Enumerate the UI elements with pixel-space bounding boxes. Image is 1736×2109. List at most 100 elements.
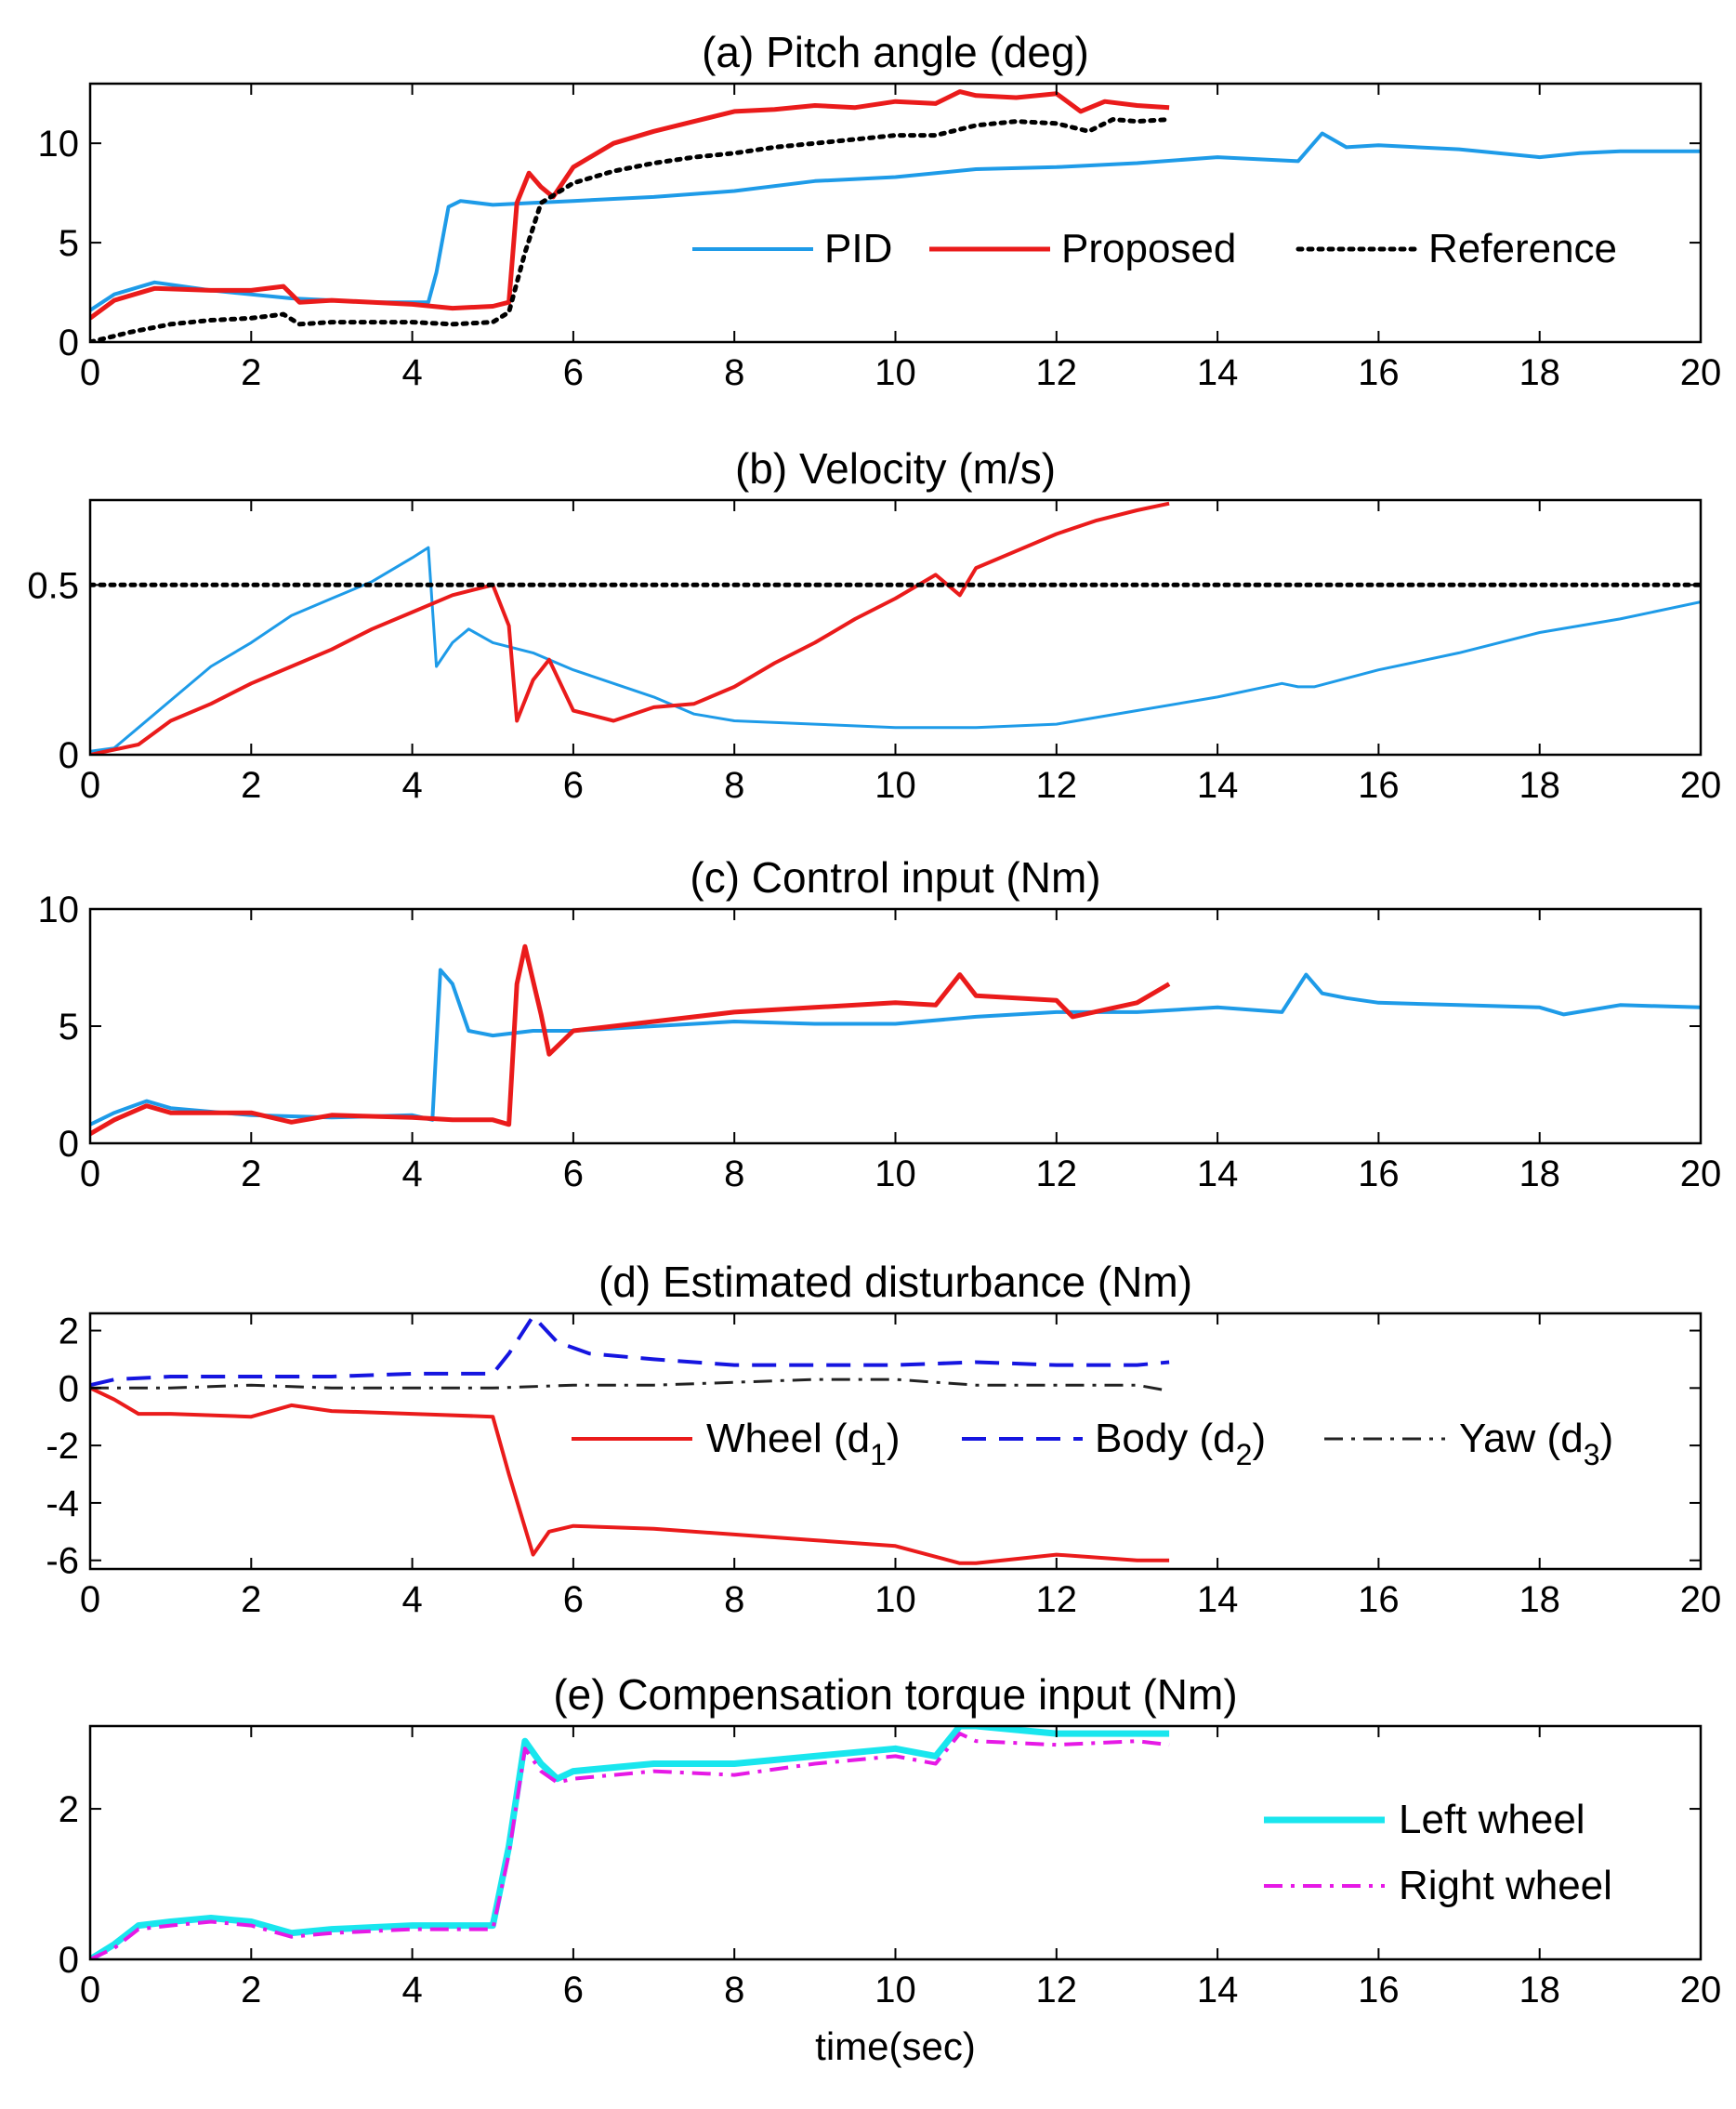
y-tick-label: 0 bbox=[59, 1368, 79, 1409]
x-tick-label: 12 bbox=[1036, 1579, 1078, 1620]
panel-e: (e) Compensation torque input (Nm) 0 2 4 6 8 1… bbox=[59, 1670, 1722, 2068]
x-tick-label: 16 bbox=[1358, 1970, 1400, 2010]
legend-label: Body (d2) bbox=[1095, 1416, 1266, 1471]
series-line-pid bbox=[90, 131, 1701, 312]
x-tick-label: 14 bbox=[1197, 1153, 1239, 1194]
x-tick-label: 4 bbox=[401, 1579, 422, 1620]
x-tick-label: 14 bbox=[1197, 352, 1239, 393]
x-tick-label: 8 bbox=[724, 352, 744, 393]
legend: Left wheel Right wheel bbox=[1264, 1797, 1612, 1908]
x-tick-label: 14 bbox=[1197, 765, 1239, 806]
series-line-wheel-d1 bbox=[90, 1386, 1170, 1565]
y-tick-label: 5 bbox=[59, 1007, 79, 1048]
x-tick-label: 0 bbox=[80, 352, 100, 393]
y-tick-label: -6 bbox=[46, 1541, 79, 1582]
x-tick-label: 0 bbox=[80, 1153, 100, 1194]
legend-label: Wheel (d1) bbox=[706, 1416, 901, 1471]
x-tick-label: 14 bbox=[1197, 1579, 1239, 1620]
y-tick-label: 0 bbox=[59, 735, 79, 776]
panel-d: (d) Estimated disturbance (Nm) 0 2 4 6 8 10 12 1… bbox=[46, 1258, 1721, 1620]
panel-title: (d) Estimated disturbance (Nm) bbox=[598, 1258, 1192, 1306]
series-group bbox=[90, 501, 1701, 755]
series-line-pid bbox=[90, 546, 1701, 753]
series-line-pid bbox=[90, 968, 1701, 1127]
x-tick-label: 0 bbox=[80, 765, 100, 806]
series-line-proposed bbox=[90, 501, 1170, 755]
series-line-proposed bbox=[90, 943, 1171, 1137]
x-tick-label: 10 bbox=[875, 765, 916, 806]
x-tick-label: 16 bbox=[1358, 1153, 1400, 1194]
series-group bbox=[90, 1726, 1170, 1959]
x-tick-label: 16 bbox=[1358, 765, 1400, 806]
legend: PID Proposed Reference bbox=[692, 226, 1617, 271]
x-tick-label: 10 bbox=[875, 1970, 916, 2010]
series-line-body-d2 bbox=[90, 1314, 1170, 1388]
panel-title: (b) Velocity (m/s) bbox=[735, 444, 1056, 493]
x-tick-label: 10 bbox=[875, 1153, 916, 1194]
x-tick-label: 20 bbox=[1680, 1970, 1722, 2010]
x-tick-label: 2 bbox=[241, 352, 261, 393]
x-tick-label: 2 bbox=[241, 1970, 261, 2010]
series-line-yaw-d3 bbox=[90, 1377, 1170, 1392]
x-tick-label: 8 bbox=[724, 1579, 744, 1620]
x-tick-label: 18 bbox=[1519, 1970, 1560, 2010]
x-tick-label: 6 bbox=[563, 352, 584, 393]
x-tick-label: 4 bbox=[401, 765, 422, 806]
x-tick-label: 6 bbox=[563, 1970, 584, 2010]
legend-label: Left wheel bbox=[1399, 1797, 1585, 1842]
y-tick-label: 0 bbox=[59, 1940, 79, 1981]
x-tick-label: 0 bbox=[80, 1579, 100, 1620]
panel-b: (b) Velocity (m/s) 0 2 4 6 8 10 12 14 16 18 20 0 0.5 bbox=[27, 444, 1721, 806]
x-axis-label: time(sec) bbox=[815, 2024, 976, 2068]
y-tick-label: -4 bbox=[46, 1483, 79, 1524]
y-tick-label: 2 bbox=[59, 1312, 79, 1352]
panel-a: (a) Pitch angle (deg) 0 2 4 6 8 10 12 14 16 18 20 0 5… bbox=[38, 28, 1722, 393]
y-tick-label: 2 bbox=[59, 1789, 79, 1830]
x-tick-label: 12 bbox=[1036, 1153, 1078, 1194]
x-tick-label: 10 bbox=[875, 1579, 916, 1620]
legend-label: Reference bbox=[1428, 226, 1617, 271]
x-tick-label: 18 bbox=[1519, 765, 1560, 806]
legend: Wheel (d1) Body (d2) Yaw (d3) bbox=[572, 1416, 1613, 1471]
x-tick-label: 16 bbox=[1358, 352, 1400, 393]
x-tick-label: 4 bbox=[401, 1153, 422, 1194]
x-tick-label: 12 bbox=[1036, 1970, 1078, 2010]
x-tick-label: 10 bbox=[875, 352, 916, 393]
x-tick-label: 2 bbox=[241, 765, 261, 806]
legend-label: PID bbox=[824, 226, 892, 271]
x-tick-label: 12 bbox=[1036, 765, 1078, 806]
x-tick-label: 6 bbox=[563, 765, 584, 806]
axes-box bbox=[88, 82, 1703, 344]
x-tick-label: 4 bbox=[401, 1970, 422, 2010]
x-tick-label: 18 bbox=[1519, 1153, 1560, 1194]
x-tick-label: 6 bbox=[563, 1579, 584, 1620]
axes-box bbox=[88, 498, 1703, 757]
x-tick-label: 18 bbox=[1519, 352, 1560, 393]
x-tick-label: 4 bbox=[401, 352, 422, 393]
series-line-left-wheel bbox=[90, 1726, 1170, 1959]
series-line-proposed bbox=[90, 89, 1170, 321]
series-group bbox=[90, 943, 1701, 1137]
x-tick-label: 18 bbox=[1519, 1579, 1560, 1620]
x-tick-label: 2 bbox=[241, 1579, 261, 1620]
x-tick-label: 0 bbox=[80, 1970, 100, 2010]
y-tick-label: 0 bbox=[59, 323, 79, 363]
y-tick-label: 0 bbox=[59, 1124, 79, 1165]
legend-label: Proposed bbox=[1061, 226, 1236, 271]
panel-c: (c) Control input (Nm) 0 2 4 6 8 10 12 14 16 18 20 0… bbox=[38, 853, 1722, 1194]
series-line-reference bbox=[90, 117, 1172, 342]
series-group bbox=[90, 89, 1701, 342]
legend-label: Right wheel bbox=[1399, 1863, 1612, 1908]
y-tick-label: 5 bbox=[59, 223, 79, 264]
y-tick-label: 0.5 bbox=[27, 565, 79, 606]
y-tick-label: 10 bbox=[38, 124, 80, 165]
panel-title: (c) Control input (Nm) bbox=[690, 853, 1100, 902]
x-tick-label: 14 bbox=[1197, 1970, 1239, 2010]
x-tick-label: 20 bbox=[1680, 765, 1722, 806]
y-tick-label: -2 bbox=[46, 1426, 79, 1467]
x-tick-label: 20 bbox=[1680, 352, 1722, 393]
x-tick-label: 8 bbox=[724, 1970, 744, 2010]
x-tick-label: 8 bbox=[724, 765, 744, 806]
x-tick-label: 2 bbox=[241, 1153, 261, 1194]
